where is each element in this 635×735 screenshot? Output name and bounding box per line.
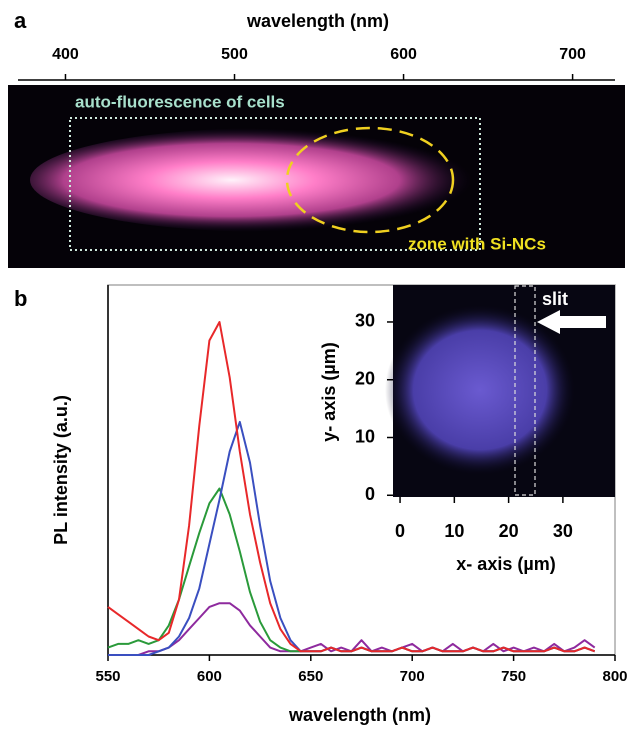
si-nc-zone [285,126,455,234]
x-tick-label: 650 [298,668,323,685]
panel-label: a [14,8,27,33]
x-tick-label: 10 [444,521,464,541]
annotation: slit [542,289,568,309]
x-tick-label: 30 [553,521,573,541]
y-tick-label: 10 [355,426,375,446]
annotation: auto-fluorescence of cells [75,92,285,111]
x-tick-label: 800 [602,668,627,685]
slit-box [514,285,536,496]
x-axis-title: wavelength (nm) [288,705,431,725]
cell-glow [385,305,575,475]
x-tick-label: 700 [559,46,586,63]
y-tick-label: 0 [365,484,375,504]
y-tick-label: 20 [355,368,375,388]
x-tick-label: 700 [400,668,425,685]
slit-arrow [537,310,606,334]
annotation: zone with Si-NCs [408,234,546,253]
x-tick-label: 600 [390,46,417,63]
y-axis-title: PL intensity (a.u.) [51,395,71,545]
series-line [108,602,596,656]
x-axis-title: wavelength (nm) [246,11,389,31]
x-tick-label: 20 [499,521,519,541]
panel-label: b [14,286,27,311]
x-tick-label: 0 [395,521,405,541]
x-tick-label: 550 [95,668,120,685]
x-tick-label: 500 [221,46,248,63]
x-axis-title: x- axis (µm) [456,554,555,574]
cells-box [69,117,481,251]
x-tick-label: 400 [52,46,79,63]
y-tick-label: 30 [355,311,375,331]
y-axis-title: y- axis (µm) [319,342,339,441]
fluorescence-glow [30,128,510,232]
series-line [107,321,596,653]
x-tick-label: 750 [501,668,526,685]
x-tick-label: 600 [197,668,222,685]
